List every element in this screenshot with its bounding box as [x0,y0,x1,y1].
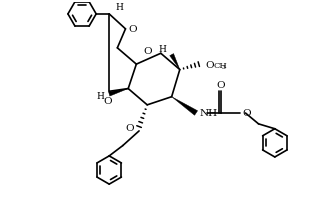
Text: NH: NH [199,109,217,118]
Text: O: O [144,47,152,56]
Text: O: O [104,97,112,106]
Text: H: H [115,3,123,12]
Text: O: O [216,80,225,89]
Polygon shape [172,97,198,116]
Polygon shape [170,54,180,70]
Text: H: H [159,44,167,54]
Text: O: O [206,60,214,69]
Text: O: O [129,25,137,34]
Polygon shape [109,89,128,97]
Text: O: O [242,108,251,117]
Text: O: O [126,123,134,132]
Text: H: H [96,91,104,100]
Text: 3: 3 [221,65,225,70]
Text: CH: CH [214,62,228,70]
